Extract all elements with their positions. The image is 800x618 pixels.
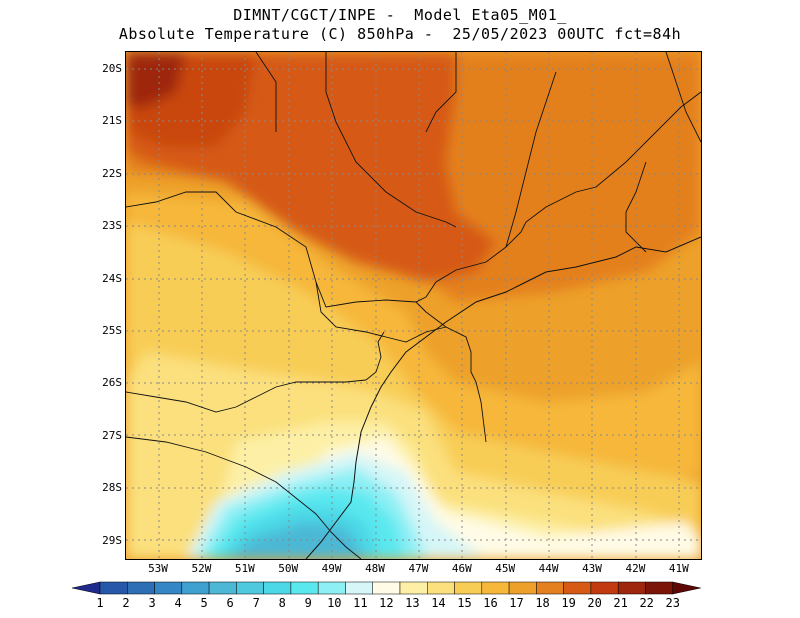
colorbar-label-23: 23 bbox=[665, 596, 680, 610]
colorbar-swatch-13 bbox=[427, 581, 455, 595]
lat-label-29S: 29S bbox=[102, 533, 122, 547]
lat-label-28S: 28S bbox=[102, 481, 122, 495]
colorbar-label-12: 12 bbox=[379, 596, 394, 610]
lat-label-24S: 24S bbox=[102, 271, 122, 285]
colorbar-swatch-7 bbox=[263, 581, 292, 595]
colorbar-swatch-4 bbox=[181, 581, 210, 595]
lat-label-21S: 21S bbox=[102, 114, 122, 128]
colorbar-label-1: 1 bbox=[96, 596, 104, 610]
colorbar-label-10: 10 bbox=[327, 596, 342, 610]
colorbar-label-2: 2 bbox=[122, 596, 130, 610]
lat-label-23S: 23S bbox=[102, 219, 122, 233]
colorbar-swatch-20 bbox=[617, 581, 646, 595]
colorbar-swatch-3 bbox=[154, 581, 183, 595]
colorbar-swatch-8 bbox=[290, 581, 319, 595]
lon-label-49W: 49W bbox=[321, 562, 342, 575]
temperature-map bbox=[125, 51, 702, 560]
lon-label-52W: 52W bbox=[191, 562, 212, 575]
lon-label-42W: 42W bbox=[625, 562, 646, 575]
colorbar-swatch-2 bbox=[127, 581, 155, 595]
colorbar-swatch-14 bbox=[454, 581, 483, 595]
colorbar-label-4: 4 bbox=[174, 596, 182, 610]
colorbar-label-15: 15 bbox=[457, 596, 472, 610]
colorbar-label-9: 9 bbox=[304, 596, 312, 610]
colorbar-label-16: 16 bbox=[483, 596, 498, 610]
lon-label-45W: 45W bbox=[495, 562, 516, 575]
colorbar-swatch-21 bbox=[645, 581, 673, 595]
chart-title-line1: DIMNT/CGCT/INPE - Model Eta05_M01_ bbox=[233, 6, 567, 24]
colorbar-max-arrow bbox=[672, 581, 701, 595]
lat-label-26S: 26S bbox=[102, 376, 122, 390]
colorbar-swatch-11 bbox=[372, 581, 401, 595]
lon-label-44W: 44W bbox=[538, 562, 559, 575]
colorbar-swatch-5 bbox=[208, 581, 237, 595]
coastline bbox=[305, 236, 701, 559]
colorbar-label-19: 19 bbox=[561, 596, 576, 610]
colorbar-label-3: 3 bbox=[148, 596, 156, 610]
colorbar-min-arrow bbox=[71, 581, 101, 595]
colorbar-swatch-9 bbox=[317, 581, 346, 595]
lon-label-43W: 43W bbox=[582, 562, 602, 575]
lon-label-41W: 41W bbox=[668, 562, 689, 575]
colorbar-label-17: 17 bbox=[509, 596, 524, 610]
lon-label-46W: 46W bbox=[451, 562, 472, 575]
colorbar-label-5: 5 bbox=[200, 596, 208, 610]
lat-label-20S: 20S bbox=[102, 62, 122, 75]
colorbar-swatch-1 bbox=[99, 581, 128, 595]
lat-label-27S: 27S bbox=[102, 428, 122, 442]
lon-label-48W: 48W bbox=[365, 562, 385, 575]
lat-label-22S: 22S bbox=[102, 166, 122, 180]
colorbar-swatch-10 bbox=[345, 581, 373, 595]
lat-label-25S: 25S bbox=[102, 324, 122, 337]
colorbar-label-6: 6 bbox=[226, 596, 234, 610]
map-field bbox=[126, 52, 701, 559]
colorbar-swatch-12 bbox=[399, 581, 428, 595]
colorbar-label-14: 14 bbox=[431, 596, 446, 610]
field-20c bbox=[126, 52, 186, 107]
colorbar-label-20: 20 bbox=[587, 596, 602, 610]
colorbar-label-22: 22 bbox=[639, 596, 654, 610]
borders bbox=[126, 52, 701, 559]
graticule bbox=[126, 52, 701, 559]
colorbar-swatch-16 bbox=[508, 581, 537, 595]
colorbar-swatch-19 bbox=[590, 581, 619, 595]
colorbar-label-18: 18 bbox=[535, 596, 550, 610]
colorbar-swatch-15 bbox=[481, 581, 510, 595]
colorbar-label-8: 8 bbox=[278, 596, 286, 610]
lon-label-50W: 50W bbox=[278, 562, 299, 575]
colorbar-label-7: 7 bbox=[252, 596, 260, 610]
chart-title-line2: Absolute Temperature (C) 850hPa - 25/05/… bbox=[118, 25, 682, 43]
colorbar-swatch-18 bbox=[563, 581, 592, 595]
lon-label-47W: 47W bbox=[408, 562, 429, 575]
colorbar-label-11: 11 bbox=[353, 596, 368, 610]
colorbar-swatch-17 bbox=[536, 581, 564, 595]
colorbar-label-13: 13 bbox=[405, 596, 420, 610]
lon-label-53W: 53W bbox=[148, 562, 168, 575]
colorbar-swatch-6 bbox=[236, 581, 264, 595]
lon-label-51W: 51W bbox=[234, 562, 255, 575]
colorbar-label-21: 21 bbox=[613, 596, 628, 610]
